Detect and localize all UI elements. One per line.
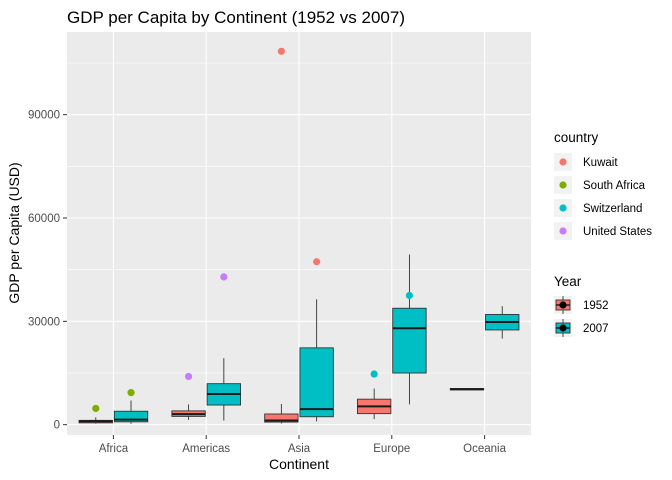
country-legend-label: United States xyxy=(583,226,652,238)
box-americas-2007 xyxy=(206,358,241,421)
box-oceania-1952 xyxy=(449,388,485,391)
point-united-states-2007 xyxy=(220,273,228,281)
country-legend-label: South Africa xyxy=(583,180,646,192)
point-kuwait-2007 xyxy=(313,258,321,266)
point-switzerland-1952 xyxy=(370,370,378,378)
point-switzerland-2007 xyxy=(405,291,414,300)
year-legend-title: Year xyxy=(554,274,582,289)
y-axis: 0 30000 60000 90000 xyxy=(28,110,67,432)
point-kuwait-1952 xyxy=(277,47,285,55)
box-europe-1952 xyxy=(357,388,392,420)
box-iqr xyxy=(264,413,299,423)
point-united-states-1952 xyxy=(184,372,193,381)
y-tick-label: 0 xyxy=(54,420,60,432)
point-south-africa-1952 xyxy=(92,404,100,413)
legend-key-point xyxy=(559,181,567,189)
country-legend-label: Kuwait xyxy=(583,157,618,169)
legend-key-point xyxy=(559,324,567,332)
grid-lines xyxy=(67,32,531,435)
x-tick-label: Africa xyxy=(99,443,129,455)
x-axis-title: Continent xyxy=(269,456,329,472)
year-legend-label: 1952 xyxy=(583,300,609,312)
box-asia-1952 xyxy=(264,404,299,424)
box-iqr xyxy=(299,347,334,418)
legend-key-box-1952 xyxy=(554,296,572,314)
x-tick-label: Asia xyxy=(288,443,311,455)
y-axis-title: GDP per Capita (USD) xyxy=(6,162,22,303)
x-tick-label: Europe xyxy=(373,443,410,455)
y-tick-label: 60000 xyxy=(28,213,60,225)
box-oceania-2007 xyxy=(485,306,520,339)
x-tick-label: Oceania xyxy=(463,443,506,455)
country-legend-title: country xyxy=(554,130,599,145)
legend-key-point xyxy=(559,204,567,212)
legend-key-point xyxy=(559,227,567,235)
box-americas-1952 xyxy=(171,404,206,420)
box-layer xyxy=(78,254,520,424)
legend-key-box-2007 xyxy=(554,319,572,337)
x-axis: Africa Americas Asia Europe Oceania xyxy=(99,435,507,455)
point-south-africa-2007 xyxy=(127,389,135,397)
box-europe-2007 xyxy=(392,254,427,405)
country-legend-label: Switzerland xyxy=(583,203,642,215)
box-africa-1952 xyxy=(78,417,113,424)
y-tick-label: 30000 xyxy=(28,316,60,328)
legend-key-point xyxy=(559,158,567,166)
box-iqr xyxy=(113,410,149,423)
chart-title: GDP per Capita by Continent (1952 vs 200… xyxy=(67,8,405,27)
box-africa-2007 xyxy=(113,400,149,424)
year-legend-label: 2007 xyxy=(583,323,609,335)
country-points xyxy=(92,47,414,413)
legend-key-point xyxy=(559,301,567,309)
y-tick-label: 90000 xyxy=(28,110,60,122)
box-iqr xyxy=(392,307,427,374)
country-legend: country Kuwait South Africa Switzerland Unit… xyxy=(554,130,652,240)
x-tick-label: Americas xyxy=(182,443,230,455)
box-asia-2007 xyxy=(299,299,334,422)
